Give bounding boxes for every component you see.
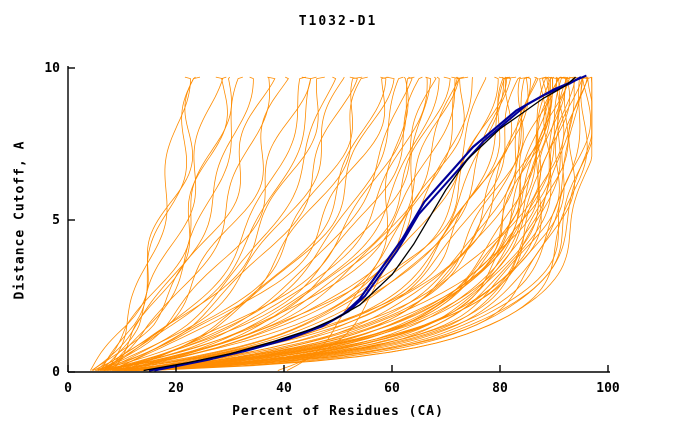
model-curve — [109, 76, 368, 371]
x-tick-label: 60 — [384, 381, 400, 396]
model-curve — [116, 76, 395, 371]
model-curve — [102, 76, 306, 371]
model-curve — [92, 76, 325, 371]
model-curve — [144, 76, 583, 371]
model-curve — [123, 76, 569, 371]
model-curve — [112, 76, 505, 371]
y-tick-label: 5 — [52, 213, 60, 228]
model-curve — [121, 76, 387, 371]
model-curve — [103, 76, 337, 371]
model-curve — [103, 76, 460, 371]
tick-labels: 0 20 40 60 80 100 0 5 10 — [44, 61, 620, 396]
model-curve — [90, 76, 201, 371]
model-curve — [121, 76, 560, 371]
model-curve — [117, 76, 574, 371]
model-curve — [118, 76, 451, 371]
model-curve — [112, 76, 228, 371]
model-curve — [94, 76, 389, 371]
model-curve — [97, 76, 317, 371]
model-curve — [91, 76, 276, 371]
model-curve — [277, 76, 432, 371]
model-curve — [114, 76, 565, 371]
model-curve — [96, 76, 232, 371]
model-curve — [134, 76, 585, 371]
model-curve — [98, 76, 312, 371]
model-curve — [136, 76, 555, 371]
model-curve — [106, 76, 413, 371]
model-curve — [106, 76, 508, 371]
axes — [67, 66, 610, 373]
model-curve — [123, 76, 530, 371]
model-curve — [126, 76, 550, 371]
model-curve — [130, 76, 591, 371]
model-curve — [287, 76, 409, 371]
highlight-and-reference-curves — [143, 74, 587, 372]
reference-model — [143, 76, 577, 372]
model-curve — [127, 76, 531, 371]
model-curve — [138, 77, 593, 371]
x-axis-label: Percent of Residues (CA) — [232, 404, 444, 419]
x-tick-label: 20 — [168, 381, 184, 396]
model-curve — [101, 76, 423, 371]
model-curve — [106, 76, 243, 371]
model-curve — [98, 76, 458, 371]
model-curve — [119, 76, 511, 371]
model-curve — [115, 76, 550, 371]
model-curve — [107, 76, 428, 371]
model-curve — [91, 76, 254, 371]
model-curve — [141, 76, 588, 371]
model-curve — [111, 76, 404, 371]
model-curve — [121, 77, 537, 371]
model-curve — [101, 76, 224, 371]
model-curve — [118, 76, 440, 371]
model-curve — [135, 76, 593, 371]
model-curve — [104, 76, 521, 371]
model-curve — [114, 76, 464, 371]
x-tick-label: 0 — [64, 381, 72, 396]
model-curve — [112, 76, 499, 371]
x-tick-label: 40 — [276, 381, 292, 396]
y-tick-label: 0 — [52, 365, 60, 380]
model-curve — [111, 76, 530, 371]
model-curve — [106, 76, 191, 371]
y-tick-label: 10 — [44, 61, 60, 76]
model-curve — [104, 76, 517, 371]
model-curve — [100, 76, 196, 371]
model-curve — [123, 76, 539, 371]
x-tick-label: 100 — [596, 381, 620, 396]
model-curve — [151, 76, 589, 371]
model-curve — [109, 76, 363, 371]
model-curve — [130, 76, 583, 371]
model-curve — [103, 76, 460, 371]
model-curve — [98, 76, 345, 371]
model-curve — [104, 76, 358, 371]
model-curve — [128, 76, 509, 371]
model-curve — [96, 76, 415, 371]
chart-title: T1032-D1 — [298, 14, 378, 29]
x-tick-label: 80 — [492, 381, 508, 396]
ensemble-curves — [90, 76, 593, 371]
model-curve — [127, 76, 576, 371]
model-curve — [133, 76, 571, 371]
model-curve — [150, 76, 593, 371]
model-curve — [100, 77, 487, 371]
